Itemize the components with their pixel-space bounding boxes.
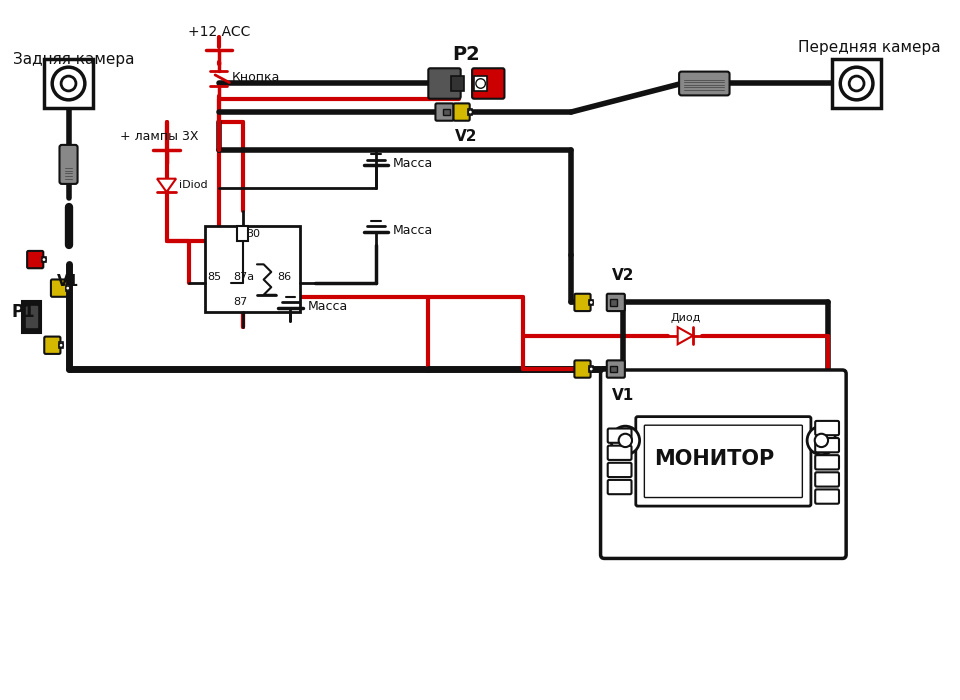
- FancyBboxPatch shape: [428, 69, 461, 99]
- Text: + лампы 3Х: + лампы 3Х: [120, 130, 198, 143]
- FancyBboxPatch shape: [601, 370, 846, 559]
- Text: 30: 30: [247, 229, 260, 239]
- Circle shape: [815, 434, 828, 447]
- Text: Масса: Масса: [307, 300, 348, 313]
- Text: Масса: Масса: [393, 223, 433, 237]
- FancyBboxPatch shape: [44, 337, 60, 354]
- Text: V1: V1: [57, 274, 80, 289]
- FancyBboxPatch shape: [27, 251, 43, 268]
- FancyBboxPatch shape: [472, 69, 504, 99]
- Text: МОНИТОР: МОНИТОР: [654, 449, 774, 470]
- Bar: [59, 342, 63, 348]
- Bar: [26, 306, 37, 327]
- Bar: [832, 59, 881, 108]
- Circle shape: [840, 67, 873, 100]
- FancyBboxPatch shape: [679, 71, 730, 95]
- Text: 86: 86: [277, 272, 291, 281]
- Bar: [589, 366, 593, 372]
- Bar: [444, 108, 450, 116]
- FancyBboxPatch shape: [636, 416, 811, 506]
- FancyBboxPatch shape: [607, 294, 625, 311]
- Text: 87a: 87a: [233, 272, 254, 281]
- Circle shape: [589, 300, 593, 304]
- Circle shape: [59, 343, 63, 347]
- Circle shape: [476, 78, 486, 88]
- Circle shape: [618, 434, 632, 447]
- Bar: [22, 300, 41, 333]
- FancyBboxPatch shape: [815, 438, 839, 452]
- FancyBboxPatch shape: [608, 463, 632, 477]
- Text: 85: 85: [207, 272, 222, 281]
- Circle shape: [589, 367, 593, 371]
- FancyBboxPatch shape: [815, 489, 839, 504]
- FancyBboxPatch shape: [608, 480, 632, 494]
- Text: 87: 87: [233, 298, 248, 307]
- Text: iDiod: iDiod: [179, 181, 207, 190]
- Text: +12 ACC: +12 ACC: [188, 25, 251, 39]
- Text: P2: P2: [452, 46, 480, 64]
- FancyBboxPatch shape: [60, 145, 78, 184]
- Text: P1: P1: [12, 303, 36, 321]
- Bar: [611, 366, 617, 372]
- FancyBboxPatch shape: [453, 104, 469, 120]
- FancyBboxPatch shape: [574, 360, 590, 378]
- Text: V1: V1: [612, 388, 635, 403]
- Circle shape: [61, 76, 76, 91]
- Bar: [474, 76, 488, 91]
- Circle shape: [612, 426, 639, 455]
- FancyBboxPatch shape: [644, 425, 803, 498]
- Text: Кнопка: Кнопка: [231, 71, 279, 84]
- Bar: [611, 299, 617, 306]
- Bar: [42, 257, 46, 262]
- Circle shape: [42, 258, 46, 262]
- Bar: [204, 226, 300, 312]
- FancyBboxPatch shape: [608, 446, 632, 460]
- Bar: [237, 226, 249, 241]
- Text: Диод: Диод: [670, 314, 701, 323]
- FancyBboxPatch shape: [436, 104, 453, 120]
- Polygon shape: [678, 327, 693, 344]
- Circle shape: [850, 76, 864, 91]
- Text: Масса: Масса: [393, 157, 433, 170]
- Bar: [468, 109, 472, 115]
- FancyBboxPatch shape: [815, 473, 839, 486]
- FancyBboxPatch shape: [815, 455, 839, 470]
- Text: V2: V2: [612, 268, 635, 284]
- Bar: [589, 300, 593, 305]
- Bar: [44, 59, 93, 108]
- Polygon shape: [157, 178, 176, 192]
- FancyBboxPatch shape: [607, 360, 625, 378]
- FancyBboxPatch shape: [51, 279, 67, 297]
- FancyBboxPatch shape: [574, 294, 590, 311]
- Circle shape: [807, 426, 835, 455]
- Text: Передняя камера: Передняя камера: [798, 40, 940, 55]
- Bar: [65, 286, 70, 291]
- Circle shape: [468, 110, 472, 114]
- Circle shape: [65, 286, 70, 290]
- Text: V2: V2: [455, 130, 478, 144]
- FancyBboxPatch shape: [815, 421, 839, 435]
- Circle shape: [52, 67, 84, 100]
- Bar: [451, 76, 465, 91]
- Text: Задняя камера: Задняя камера: [13, 52, 134, 67]
- FancyBboxPatch shape: [608, 428, 632, 443]
